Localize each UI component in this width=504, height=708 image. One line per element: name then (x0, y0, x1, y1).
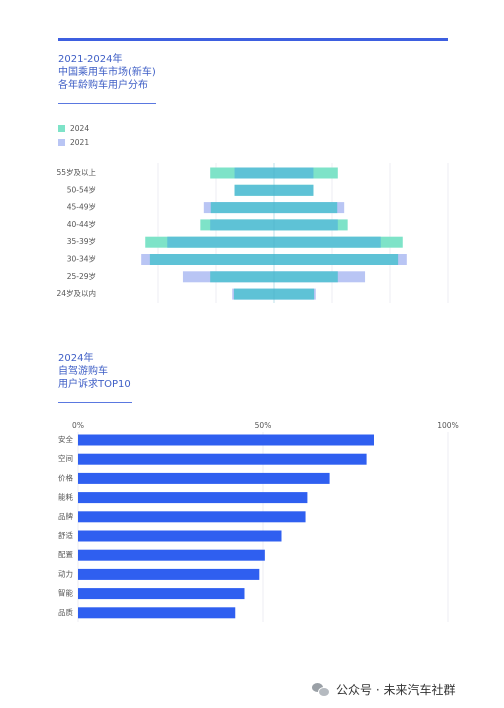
chart2-title-line-3: 用户诉求TOP10 (58, 379, 131, 390)
chart2-bar-5 (78, 530, 282, 542)
chart2-title: 2024年 自驾游购车 用户诉求TOP10 (58, 352, 131, 391)
chart1-category-label-4: 35-39岁 (67, 236, 96, 246)
chart2-bar-1 (78, 453, 367, 465)
chart2-title-underline (58, 402, 132, 403)
chart1-category-label-2: 45-49岁 (67, 202, 96, 212)
chart2-bar-0 (78, 434, 374, 446)
chart1-category-label-3: 40-44岁 (67, 219, 96, 229)
chart2-bar-3 (78, 492, 308, 504)
watermark: 公众号 · 未来汽车社群 (312, 680, 455, 698)
chart1-title: 2021-2024年 中国乘用车市场(新车) 各年龄购车用户分布 (58, 53, 156, 92)
chart2-category-label-2: 价格 (58, 472, 73, 482)
legend-swatch-2021 (58, 138, 65, 146)
chart2-tick-label-2: 100% (437, 421, 458, 430)
chart2-bar-9 (78, 607, 236, 619)
chart2-category-label-1: 空间 (58, 453, 73, 463)
chart1-legend: 2024 2021 (58, 121, 89, 149)
chart1-title-line-1: 2021-2024年 (58, 54, 123, 65)
chart1-title-line-3: 各年龄购车用户分布 (58, 80, 148, 91)
chart2-category-label-4: 品牌 (58, 511, 73, 521)
chart2-category-label-7: 动力 (58, 568, 73, 578)
legend-item-2024: 2024 (58, 121, 89, 135)
legend-swatch-2024 (58, 124, 65, 132)
legend-item-2021: 2021 (58, 135, 89, 149)
chart1-category-label-5: 30-34岁 (67, 254, 96, 264)
chart2-bar-2 (78, 472, 330, 484)
watermark-text: 公众号 · 未来汽车社群 (336, 682, 456, 697)
legend-label-2024: 2024 (70, 123, 90, 133)
chart2-category-label-3: 能耗 (58, 492, 73, 502)
chart2-category-label-0: 安全 (58, 434, 73, 444)
legend-label-2021: 2021 (70, 137, 90, 147)
chart2-bar-4 (78, 511, 306, 523)
top-accent-rule (58, 38, 448, 41)
chart1-category-label-0: 55岁及以上 (56, 167, 96, 177)
chart2-bar-8 (78, 588, 245, 600)
chart2-category-label-8: 智能 (58, 588, 73, 598)
chart1-category-label-6: 25-29岁 (67, 271, 96, 281)
chart1-title-line-2: 中国乘用车市场(新车) (58, 67, 156, 78)
chart2-title-line-1: 2024年 (58, 353, 94, 364)
chart2-category-label-5: 舒适 (58, 530, 73, 540)
chart1-category-label-1: 50-54岁 (67, 184, 96, 194)
chart2-bar-6 (78, 549, 265, 561)
chart1-category-label-7: 24岁及以内 (56, 288, 96, 298)
chart2-title-line-2: 自驾游购车 (58, 366, 108, 377)
chart2-bar-7 (78, 568, 260, 580)
chart1-title-underline (58, 103, 156, 104)
chart2-tick-label-1: 50% (255, 421, 272, 430)
chart2-tick-label-0: 0% (72, 421, 84, 430)
wechat-icon (312, 682, 330, 697)
chart2-category-label-9: 品质 (58, 607, 73, 617)
chart2-category-label-6: 配置 (58, 550, 73, 559)
